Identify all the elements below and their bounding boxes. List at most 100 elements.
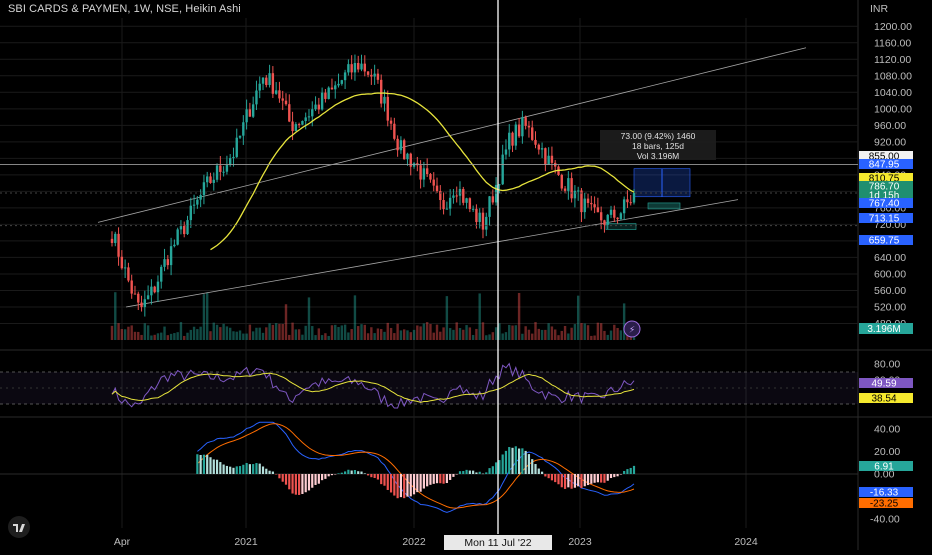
volume-bar bbox=[307, 297, 311, 340]
macd-histogram-bar bbox=[206, 454, 209, 474]
macd-histogram-bar bbox=[563, 474, 567, 489]
macd-histogram-bar bbox=[199, 454, 202, 474]
volume-bar bbox=[137, 331, 140, 340]
volume-bar bbox=[251, 331, 255, 340]
candle-body bbox=[609, 209, 613, 215]
volume-bar bbox=[261, 332, 265, 340]
volume-bar bbox=[196, 329, 199, 340]
macd-histogram-bar bbox=[445, 474, 448, 484]
tradingview-logo[interactable] bbox=[8, 516, 30, 538]
candle-body bbox=[320, 92, 324, 110]
macd-histogram-bar bbox=[455, 474, 458, 475]
macd-histogram-bar bbox=[396, 474, 399, 499]
crosshair-date-label: Mon 11 Jul '22 bbox=[464, 537, 531, 549]
volume-bar bbox=[557, 335, 560, 340]
lower-trend-line bbox=[125, 199, 739, 308]
macd-histogram-bar bbox=[616, 474, 619, 477]
macd-histogram-bar bbox=[495, 462, 498, 474]
volume-bar bbox=[626, 333, 629, 340]
volume-bar bbox=[140, 334, 143, 340]
macd-histogram-bar bbox=[432, 474, 435, 484]
candle-body bbox=[599, 212, 603, 221]
candle-body bbox=[245, 109, 248, 123]
macd-histogram-bar bbox=[314, 474, 317, 485]
macd-histogram-bar bbox=[281, 474, 284, 482]
macd-histogram-bar bbox=[311, 474, 314, 488]
volume-bar bbox=[419, 326, 422, 340]
volume-bar bbox=[570, 327, 573, 340]
volume-bar bbox=[320, 335, 324, 340]
candle-body bbox=[422, 168, 426, 180]
candle-body bbox=[179, 225, 183, 230]
candle-body bbox=[242, 122, 245, 136]
candle-body bbox=[222, 171, 225, 173]
price-label-box bbox=[859, 181, 913, 191]
macd-histogram-bar bbox=[488, 468, 491, 474]
candle-body bbox=[301, 121, 304, 125]
candle-body bbox=[514, 124, 518, 146]
volume-bar bbox=[186, 332, 189, 340]
candle-body bbox=[462, 188, 465, 203]
measure-text: 18 bars, 125d bbox=[632, 141, 684, 151]
volume-bar bbox=[343, 324, 347, 340]
volume-bar bbox=[622, 303, 626, 340]
macd-histogram-bar bbox=[353, 470, 357, 474]
rsi-value-label: 49.59 bbox=[871, 379, 896, 390]
volume-bar bbox=[150, 335, 153, 340]
volume-bars bbox=[110, 292, 636, 340]
macd-histogram-bar bbox=[370, 474, 373, 478]
candle-body bbox=[432, 179, 435, 186]
macd-histogram-bar bbox=[324, 474, 327, 479]
volume-bar bbox=[409, 332, 412, 340]
volume-bar bbox=[462, 329, 465, 340]
candle-body bbox=[458, 188, 462, 196]
macd-histogram-bar bbox=[337, 473, 340, 474]
candle-body bbox=[508, 132, 511, 150]
measure-text: 73.00 (9.42%) 1460 bbox=[621, 131, 696, 141]
macd-histogram-bar bbox=[619, 474, 622, 475]
volume-bar bbox=[209, 331, 212, 340]
volume-bar bbox=[353, 295, 357, 340]
candle-body bbox=[603, 220, 606, 225]
volume-bar bbox=[271, 324, 275, 340]
candle-body bbox=[215, 165, 219, 180]
macd-histogram-bar bbox=[478, 471, 481, 474]
candle-body bbox=[340, 80, 344, 84]
volume-bar bbox=[255, 327, 258, 340]
rsi-ma-label-box bbox=[859, 393, 913, 403]
volume-bar bbox=[442, 327, 445, 340]
price-tick-label: 1200.00 bbox=[874, 21, 912, 33]
volume-bar bbox=[452, 329, 455, 340]
signal-line bbox=[197, 423, 635, 509]
candle-body bbox=[383, 96, 386, 104]
candle-body bbox=[580, 190, 583, 213]
volume-bar bbox=[432, 332, 435, 340]
candle-body bbox=[117, 233, 120, 257]
volume-bar bbox=[517, 292, 521, 340]
macd-histogram-bar bbox=[504, 450, 508, 474]
volume-bar bbox=[311, 326, 314, 340]
candle-body bbox=[619, 213, 623, 220]
macd-histogram-bar bbox=[347, 469, 350, 474]
candle-body bbox=[412, 163, 416, 167]
macd-histogram-bar bbox=[275, 474, 278, 475]
volume-bar bbox=[373, 333, 376, 340]
candle-body bbox=[419, 165, 422, 180]
candle-body bbox=[606, 214, 609, 225]
candle-body bbox=[488, 196, 491, 217]
volume-bar bbox=[603, 330, 606, 340]
candle-body bbox=[261, 77, 265, 84]
volume-bar bbox=[567, 333, 570, 340]
volume-bar bbox=[173, 333, 176, 340]
price-label-box bbox=[859, 198, 913, 208]
price-label-box bbox=[859, 190, 913, 200]
volume-bar bbox=[357, 326, 360, 340]
volume-bar bbox=[281, 323, 284, 340]
x-tick-label: 2021 bbox=[234, 536, 258, 548]
macd-histogram-bar bbox=[389, 474, 393, 493]
volume-bar bbox=[412, 329, 416, 340]
volume-bar bbox=[317, 328, 321, 340]
volume-bar bbox=[202, 294, 206, 340]
volume-bar bbox=[228, 327, 232, 340]
